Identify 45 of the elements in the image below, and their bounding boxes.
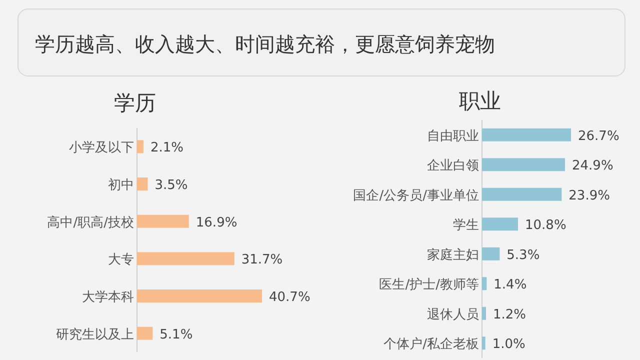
data-label: 31.7% [241,252,283,268]
bar [482,306,486,320]
chart-title: 学历 [114,91,156,115]
data-label: 5.1% [160,327,193,342]
y-tick-label: 大学本科 [82,290,134,305]
data-label: 26.7% [578,128,620,144]
data-label: 5.3% [506,248,540,263]
y-tick-label: 初中 [108,178,134,193]
bar [137,290,262,302]
bar [482,277,487,290]
y-tick-label: 国企/公务员/事业单位 [353,188,479,204]
bar [482,188,562,201]
y-tick-label: 个体户/私企老板 [384,337,479,352]
bar [137,252,234,266]
bar [482,247,500,260]
text: 学历越高、收入越大、时间越充裕，更愿意饲养宠物 [35,32,495,56]
y-tick-label: 大专 [108,252,134,268]
y-tick-label: 高中/职高/技校 [47,214,134,230]
data-label: 1.4% [494,278,527,293]
bar [482,128,571,142]
data-label: 23.9% [568,188,610,204]
bar [137,326,153,340]
data-label: 3.5% [154,178,188,193]
y-tick-label: 企业白领 [427,158,479,174]
bar [482,218,518,231]
chart-title: 职业 [459,89,501,113]
y-tick-label: 自由职业 [427,128,479,144]
y-tick-label: 家庭主妇 [427,246,479,263]
data-label: 40.7% [269,290,310,305]
data-label: 1.0% [492,337,526,352]
y-tick-label: 学生 [453,218,479,234]
y-tick-label: 退休人员 [427,307,479,322]
data-label: 2.1% [150,140,184,156]
y-tick-label: 医生/护士/教师等 [379,278,479,293]
bar [137,214,189,228]
bar [482,336,486,350]
data-label: 10.8% [525,218,566,234]
bar [482,158,565,172]
data-label: 16.9% [196,215,238,230]
data-label: 24.9% [572,158,614,174]
bar [137,178,148,190]
y-tick-label: 研究生以及上 [56,327,134,342]
data-label: 1.2% [493,307,526,322]
y-tick-label: 小学及以下 [69,140,134,156]
bar [137,140,144,154]
